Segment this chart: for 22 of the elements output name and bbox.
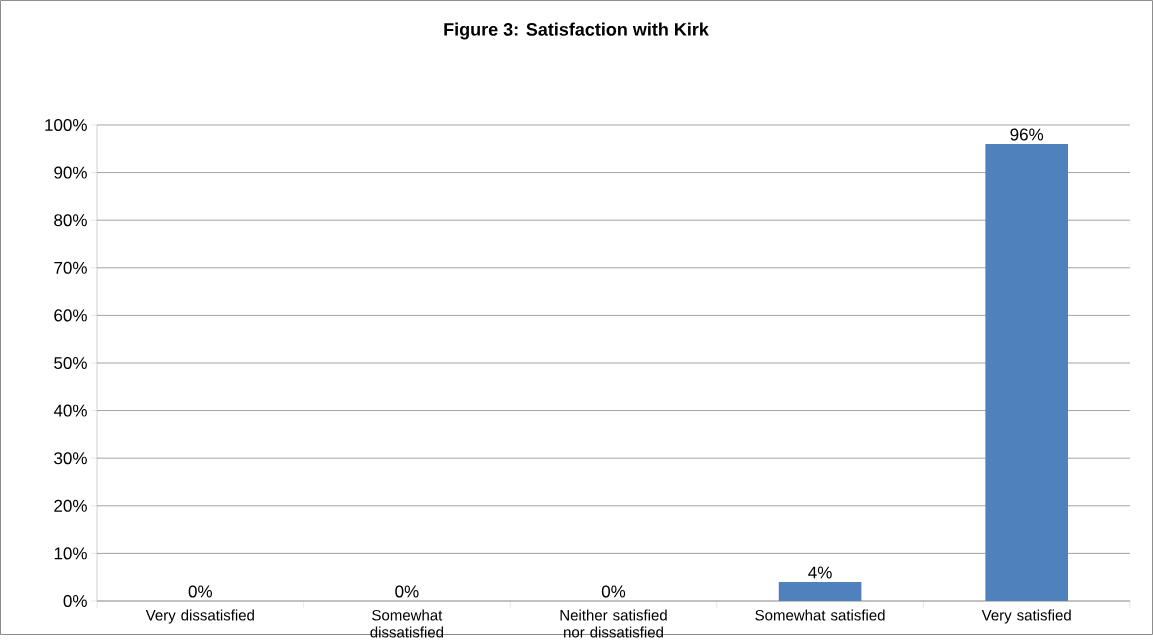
data-label: 96% (1010, 128, 1044, 141)
data-label: 4% (808, 566, 832, 579)
y-tick-label: 10% (54, 547, 87, 560)
y-tick-label: 40% (53, 404, 87, 417)
y-tick-label: 30% (54, 452, 87, 465)
y-tick-label: 90% (54, 166, 87, 179)
y-tick-label: 20% (54, 499, 87, 512)
data-label: 0% (601, 585, 626, 598)
x-tick-label: Very satisfied (981, 609, 1071, 624)
y-tick-label: 0% (63, 595, 87, 608)
y-tick-label: 80% (54, 214, 87, 227)
x-tick-label: Somewhat satisfied (755, 609, 885, 621)
data-label: 0% (188, 585, 212, 598)
y-tick-label: 60% (54, 309, 87, 322)
x-tick-label: Very dissatisfied (145, 609, 254, 624)
x-tick-label: Somewhat dissatisfied (370, 609, 444, 638)
chart-title: Figure 3: Satisfaction with Kirk (444, 22, 709, 40)
data-label: 0% (395, 585, 419, 598)
y-tick-label: 50% (54, 357, 87, 370)
y-tick-label: 100% (45, 119, 87, 132)
x-tick-label: Neither satisfied nor dissatisfied (560, 609, 667, 638)
y-tick-label: 70% (54, 261, 87, 274)
